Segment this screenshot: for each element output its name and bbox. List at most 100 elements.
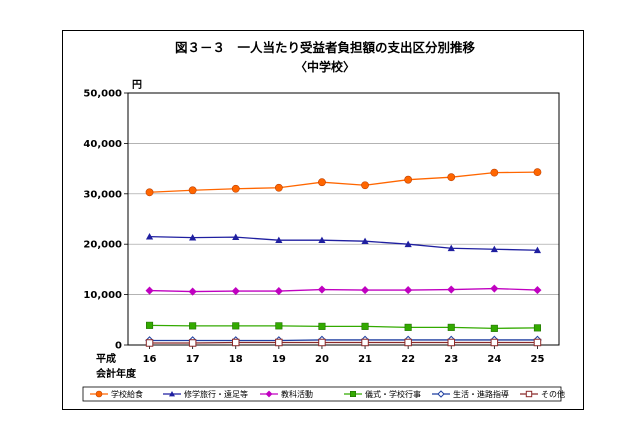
y-unit-label: 円 xyxy=(132,79,142,91)
data-point xyxy=(533,246,542,254)
legend-box xyxy=(82,386,562,402)
data-point xyxy=(490,284,499,293)
data-point xyxy=(275,322,283,330)
data-point xyxy=(490,245,498,253)
legend-entry: 教科活動 xyxy=(260,389,313,399)
legend-label: その他 xyxy=(541,389,565,399)
plot-area xyxy=(127,92,560,346)
data-point xyxy=(490,168,499,177)
x-tick-label: 16 xyxy=(143,354,157,365)
x-axis-label: 会計年度 xyxy=(96,367,137,380)
x-tick-label: 19 xyxy=(272,354,286,365)
x-tick-label: 24 xyxy=(487,354,501,365)
legend-marker xyxy=(95,390,103,398)
legend-entry: 学校給食 xyxy=(90,389,143,399)
series-line xyxy=(149,339,538,342)
series-line xyxy=(149,235,538,251)
data-point xyxy=(404,240,412,248)
data-point xyxy=(361,338,369,347)
data-point xyxy=(533,286,542,295)
data-point xyxy=(318,178,326,187)
data-point xyxy=(447,285,456,294)
data-point xyxy=(533,324,541,332)
legend-entry: 生活・進路指導 xyxy=(432,389,509,399)
y-tick-label: 0 xyxy=(115,341,122,352)
data-point xyxy=(318,322,326,330)
data-point xyxy=(361,322,369,330)
data-point xyxy=(404,175,413,184)
data-point xyxy=(404,286,413,295)
y-axis: 0 10,000 20,000 30,000 40,000 50,000 xyxy=(83,89,128,352)
data-point xyxy=(145,233,154,240)
data-point xyxy=(318,236,326,244)
chart-subtitle: 〈中学校〉 xyxy=(295,59,355,74)
y-tick-label: 30,000 xyxy=(83,189,122,200)
series-group xyxy=(145,168,542,347)
series-line xyxy=(149,341,538,344)
x-tick-label: 21 xyxy=(358,354,372,365)
legend-marker xyxy=(525,390,533,398)
data-point xyxy=(189,322,197,330)
series-2 xyxy=(145,233,542,254)
data-point xyxy=(490,324,498,332)
data-point xyxy=(145,286,154,295)
series-1 xyxy=(145,168,542,197)
legend-label: 修学旅行・遠足等 xyxy=(184,389,248,399)
data-point xyxy=(232,233,240,241)
data-point xyxy=(189,234,197,241)
legend-label: 儀式・学校行事 xyxy=(365,389,421,399)
legend-entry: その他 xyxy=(520,389,565,399)
data-point xyxy=(317,285,326,294)
data-point xyxy=(533,338,542,347)
x-tick-label: 18 xyxy=(229,354,243,365)
series-line xyxy=(149,324,538,330)
data-point xyxy=(274,287,283,296)
x-tick-label: 17 xyxy=(186,354,200,365)
data-point xyxy=(490,338,499,347)
data-point xyxy=(318,338,326,347)
y-tick-label: 50,000 xyxy=(83,89,122,100)
data-point xyxy=(188,287,197,296)
legend-entry: 儀式・学校行事 xyxy=(344,389,421,399)
legend-label: 生活・進路指導 xyxy=(453,389,509,399)
legend-label: 学校給食 xyxy=(111,389,143,399)
data-point xyxy=(447,323,455,331)
legend-marker xyxy=(265,390,273,398)
data-point xyxy=(146,321,154,329)
y-tick-label: 40,000 xyxy=(83,139,122,150)
data-point xyxy=(232,338,240,347)
data-point xyxy=(447,338,455,347)
data-point xyxy=(447,244,455,252)
data-point xyxy=(275,236,283,244)
data-point xyxy=(145,339,154,347)
data-point xyxy=(533,168,542,177)
data-point xyxy=(447,173,456,182)
y-tick-label: 10,000 xyxy=(83,290,122,301)
legend-entry: 修学旅行・遠足等 xyxy=(163,389,248,399)
legend: 学校給食 修学旅行・遠足等 教科活動 儀式・学校行事 生活・進路指導 その他 xyxy=(90,389,565,399)
data-point xyxy=(231,287,240,296)
data-point xyxy=(404,323,412,331)
x-tick-label: 20 xyxy=(315,354,329,365)
series-3 xyxy=(145,284,542,296)
data-point xyxy=(145,188,154,197)
y-tick-label: 20,000 xyxy=(83,240,122,251)
data-point xyxy=(188,339,197,347)
series-6 xyxy=(145,338,542,347)
data-point xyxy=(361,237,369,245)
x-prefix-label: 平成 xyxy=(96,352,116,365)
grid-lines xyxy=(128,143,559,295)
series-4 xyxy=(146,321,541,332)
legend-marker xyxy=(437,390,445,398)
data-point xyxy=(361,181,369,190)
series-line xyxy=(149,287,538,293)
series-line xyxy=(149,171,538,193)
data-point xyxy=(274,183,283,192)
legend-marker xyxy=(349,390,356,397)
chart-frame xyxy=(62,30,584,410)
x-tick-label: 25 xyxy=(530,354,544,365)
x-axis: 16 17 18 19 20 21 22 23 24 25 xyxy=(143,345,544,365)
data-point xyxy=(361,286,370,295)
legend-label: 教科活動 xyxy=(281,389,313,399)
